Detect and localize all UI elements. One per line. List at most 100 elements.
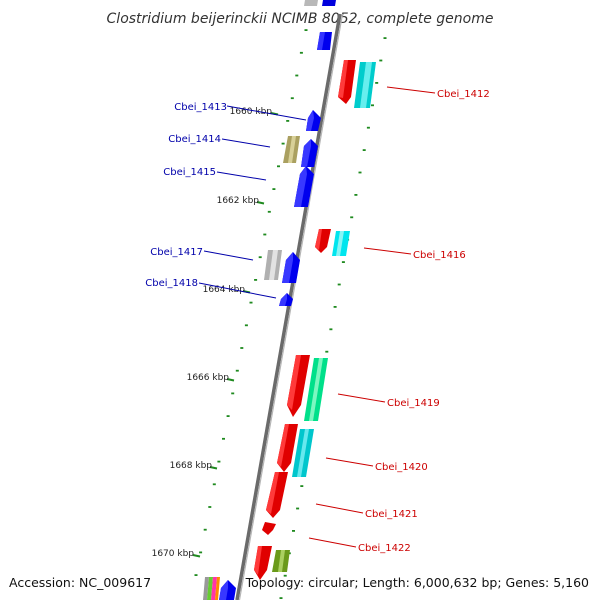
gene-label-cbei-1415[interactable]: Cbei_1415 — [163, 167, 216, 178]
gene-label-cbei-1414[interactable]: Cbei_1414 — [168, 134, 221, 145]
tick-dot — [279, 597, 283, 599]
map-title: Clostridium beijerinckii NCIMB 8052, com… — [107, 11, 494, 27]
gene-cbei-1414-khaki[interactable] — [283, 136, 300, 163]
gene-cbei-1416-cyan[interactable] — [332, 231, 350, 256]
tick-dot — [249, 301, 253, 304]
gene-cbei-1418[interactable] — [279, 293, 293, 306]
gene-cbei-1422-olive[interactable] — [272, 550, 290, 572]
gene-cbei-1420-red[interactable] — [277, 424, 298, 472]
tick-dot — [226, 415, 230, 417]
tick-dot — [212, 483, 216, 486]
tick-dot — [337, 283, 341, 286]
genome-backbone — [235, 13, 344, 600]
gene-label-cbei-1418[interactable]: Cbei_1418 — [145, 278, 198, 289]
gene-label-cbei-1412[interactable]: Cbei_1412 — [437, 89, 490, 100]
gene-cbei-1416-red[interactable] — [315, 229, 331, 253]
gene-feature-blue-bottom[interactable] — [219, 580, 236, 600]
tick-label-1666-kbp: 1666 kbp — [187, 373, 230, 383]
tick-dot — [272, 188, 276, 190]
gene-cbei-1417-gray[interactable] — [264, 250, 282, 280]
tick-dot — [354, 194, 358, 196]
tick-label-1668-kbp: 1668 kbp — [170, 461, 213, 471]
tick-dot — [235, 369, 239, 372]
gene-cbei-1414-blue[interactable] — [301, 139, 318, 167]
major-tick — [209, 466, 218, 470]
tick-dot — [371, 104, 374, 107]
gene-feature-blue-1[interactable] — [317, 32, 332, 50]
gene-leader-lines — [198, 86, 436, 548]
topology-text: Topology: circular; Length: 6,000,632 bp… — [245, 575, 589, 590]
major-tick — [226, 378, 235, 382]
gene-label-cbei-1416[interactable]: Cbei_1416 — [413, 250, 466, 261]
gene-cbei-1417-blue[interactable] — [282, 252, 300, 283]
gene-label-cbei-1419[interactable]: Cbei_1419 — [387, 398, 440, 409]
tick-dot-rows — [194, 29, 387, 599]
gene-cbei-1412-cyan[interactable] — [354, 62, 376, 108]
gene-feature-multicolor-cluster[interactable] — [203, 577, 220, 600]
tick-dot — [258, 256, 262, 259]
gene-feature-top-gray[interactable] — [304, 0, 318, 6]
tick-dot — [379, 59, 383, 62]
tick-dot — [222, 437, 225, 440]
major-tick — [192, 554, 201, 558]
tick-dot — [358, 171, 362, 174]
tick-dot — [244, 324, 248, 327]
tick-dot — [292, 530, 295, 532]
gene-cbei-1419-red[interactable] — [287, 355, 310, 417]
gene-label-cbei-1417[interactable]: Cbei_1417 — [150, 247, 203, 258]
tick-label-1670-kbp: 1670 kbp — [152, 549, 195, 559]
gene-cbei-1422-red[interactable] — [254, 546, 272, 580]
tick-dot — [350, 216, 354, 219]
gene-label-cbei-1413[interactable]: Cbei_1413 — [174, 102, 227, 113]
tick-dot — [217, 460, 221, 463]
tick-dot — [240, 347, 244, 349]
tick-dot — [295, 74, 299, 77]
tick-dot — [290, 97, 294, 100]
tick-dot — [341, 261, 345, 263]
tick-dot — [299, 51, 303, 54]
tick-dot — [325, 350, 329, 353]
tick-label-1664-kbp: 1664 kbp — [203, 285, 246, 295]
tick-dot — [281, 142, 285, 145]
gene-cbei-1415[interactable] — [294, 166, 314, 207]
tick-dot — [283, 574, 287, 577]
tick-dot — [375, 82, 379, 84]
gene-labels: Cbei_1412 Cbei_1413 Cbei_1414 Cbei_1415 … — [145, 89, 489, 554]
tick-dot — [362, 149, 366, 151]
tick-dot — [208, 506, 212, 508]
gene-cbei-1421[interactable] — [266, 472, 288, 518]
tick-dot-row-left — [194, 29, 308, 576]
tick-dot — [254, 279, 258, 281]
major-tick-marks — [192, 112, 279, 558]
tick-dot — [300, 485, 304, 487]
tick-dot — [199, 551, 203, 554]
gene-label-cbei-1420[interactable]: Cbei_1420 — [375, 462, 428, 473]
position-tick-labels: 1660 kbp 1662 kbp 1664 kbp 1666 kbp 1668… — [152, 107, 273, 559]
tick-label-1662-kbp: 1662 kbp — [217, 196, 260, 206]
tick-dot — [366, 126, 370, 129]
gene-cbei-1420-cyan[interactable] — [292, 429, 314, 477]
tick-dot — [304, 29, 308, 31]
tick-dot — [267, 210, 271, 213]
tick-dot — [263, 233, 267, 236]
gene-cbei-1413[interactable] — [306, 110, 321, 131]
major-tick — [256, 201, 265, 205]
accession-text: Accession: NC_009617 — [9, 575, 151, 590]
gene-cbei-1412-red[interactable] — [338, 60, 356, 104]
tick-dot — [286, 120, 290, 122]
gene-cbei-1419-green[interactable] — [304, 358, 328, 421]
tick-dot — [203, 528, 207, 531]
tick-dot — [329, 328, 333, 331]
tick-dot — [383, 37, 387, 39]
tick-label-1660-kbp: 1660 kbp — [230, 107, 273, 117]
gene-label-cbei-1421[interactable]: Cbei_1421 — [365, 509, 418, 520]
gene-feature-top-blue[interactable] — [322, 0, 336, 6]
gene-label-cbei-1422[interactable]: Cbei_1422 — [358, 543, 411, 554]
gene-feature-small-red[interactable] — [262, 522, 276, 535]
major-tick — [270, 112, 279, 116]
tick-dot — [333, 306, 337, 308]
gene-features — [203, 0, 376, 600]
tick-dot — [194, 574, 198, 576]
